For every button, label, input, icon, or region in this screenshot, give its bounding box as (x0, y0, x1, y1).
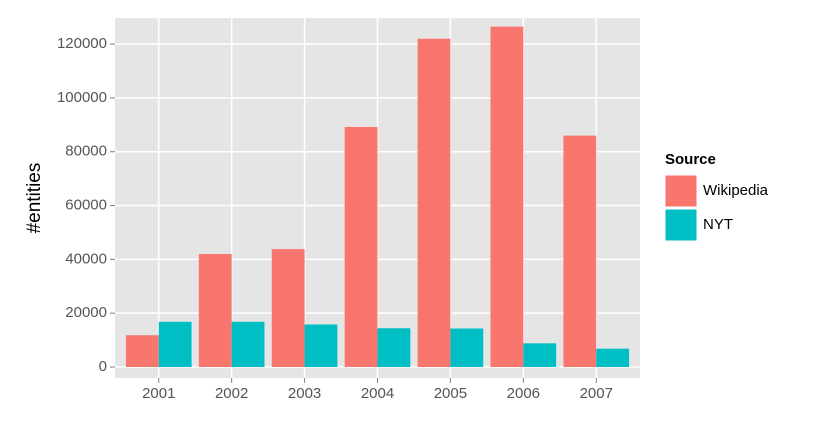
x-tick-label: 2002 (215, 385, 248, 402)
bar (344, 126, 378, 367)
bar (158, 321, 192, 367)
y-tick-label: 40000 (65, 250, 107, 267)
bar (490, 26, 524, 367)
x-tick-label: 2003 (288, 385, 321, 402)
bar (417, 38, 451, 367)
bar (304, 324, 338, 367)
bar (450, 328, 484, 367)
bar (198, 253, 232, 367)
bar (271, 249, 305, 367)
y-tick-label: 60000 (65, 197, 107, 214)
x-tick-label: 2006 (507, 385, 540, 402)
legend-key (664, 208, 698, 242)
legend-label: NYT (703, 216, 733, 233)
y-tick-label: 120000 (57, 35, 107, 52)
y-tick-label: 80000 (65, 143, 107, 160)
bar (596, 348, 630, 367)
y-tick-label: 100000 (57, 89, 107, 106)
legend-key (664, 174, 698, 208)
x-tick-label: 2005 (434, 385, 467, 402)
bar (231, 321, 265, 367)
y-axis-title: #entities (24, 163, 45, 234)
x-tick-label: 2001 (142, 385, 175, 402)
y-tick-label: 0 (99, 358, 107, 375)
legend-title: Source (665, 151, 716, 168)
x-tick-label: 2004 (361, 385, 394, 402)
x-tick-label: 2007 (580, 385, 613, 402)
legend-label: Wikipedia (703, 182, 769, 199)
bar (125, 335, 159, 367)
y-tick-label: 20000 (65, 304, 107, 321)
bar (563, 135, 597, 367)
bar (523, 343, 557, 367)
bar (377, 328, 411, 367)
